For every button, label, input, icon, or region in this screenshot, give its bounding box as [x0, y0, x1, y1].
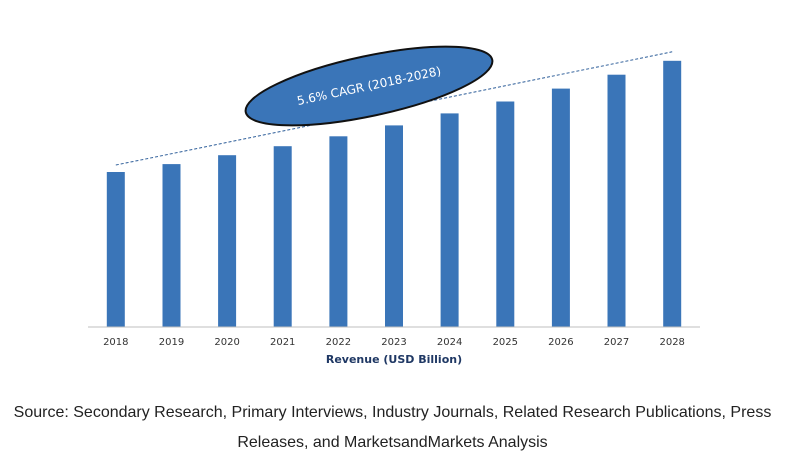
x-tick-label: 2026 [548, 337, 573, 348]
x-tick-label: 2024 [437, 337, 462, 348]
bar-2023 [385, 125, 403, 328]
bar-2018 [106, 172, 125, 327]
bar-2019 [162, 164, 181, 327]
bar-2021 [273, 146, 292, 327]
source-note: Source: Secondary Research, Primary Inte… [0, 398, 785, 458]
x-tick-label: 2023 [381, 337, 406, 348]
source-line-2: Releases, and MarketsandMarkets Analysis [237, 434, 548, 451]
bar-2028 [663, 60, 682, 328]
x-tick-label: 2021 [270, 337, 295, 348]
bar-2025 [496, 101, 515, 327]
x-tick-label: 2019 [159, 337, 184, 348]
bar-2026 [551, 88, 570, 327]
x-tick-label: 2028 [659, 337, 684, 348]
bar-2022 [329, 136, 348, 327]
x-tick-label: 2018 [103, 337, 128, 348]
source-line-1: Source: Secondary Research, Primary Inte… [13, 404, 772, 421]
bar-2027 [607, 74, 626, 327]
bar-2020 [218, 155, 237, 327]
x-tick-label: 2020 [214, 337, 239, 348]
x-tick-label: 2025 [493, 337, 518, 348]
cagr-ellipse [244, 45, 494, 127]
bar-2024 [440, 113, 459, 328]
cagr-callout: 5.6% CAGR (2018-2028) [244, 45, 494, 127]
x-tick-label: 2022 [326, 337, 351, 348]
x-axis-title: Revenue (USD Billion) [326, 353, 462, 366]
x-tick-label: 2027 [604, 337, 629, 348]
bar-chart: 2018 2019 2020 2021 2022 2023 2024 2025 2026 2027… [88, 45, 700, 366]
